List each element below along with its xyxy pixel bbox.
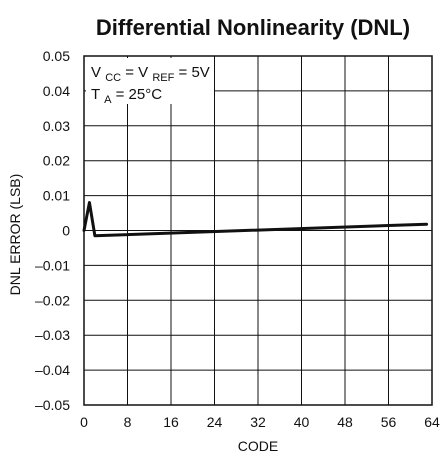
y-tick-label: 0.02 bbox=[43, 153, 70, 169]
y-tick-label: –0.05 bbox=[35, 397, 70, 413]
x-tick-label: 48 bbox=[337, 414, 353, 430]
y-tick-label: 0.04 bbox=[43, 83, 70, 99]
x-tick-label: 24 bbox=[207, 414, 223, 430]
condition-2-tail: = 25°C bbox=[116, 86, 163, 103]
y-tick-label: 0.01 bbox=[43, 188, 70, 204]
condition-1-tail: = 5V bbox=[179, 64, 210, 81]
x-tick-label: 64 bbox=[424, 414, 440, 430]
condition-line-2: T A = 25°C bbox=[91, 86, 162, 107]
x-tick-label: 56 bbox=[381, 414, 397, 430]
condition-1-cc: CC bbox=[105, 72, 121, 84]
y-tick-label: –0.04 bbox=[35, 362, 70, 378]
y-tick-label: 0.03 bbox=[43, 118, 70, 134]
condition-2-a: A bbox=[104, 94, 112, 106]
x-tick-label: 32 bbox=[250, 414, 266, 430]
chart-title: Differential Nonlinearity (DNL) bbox=[96, 15, 410, 40]
x-axis-label: CODE bbox=[238, 438, 278, 454]
gridlines bbox=[84, 56, 432, 405]
y-tick-label: –0.02 bbox=[35, 292, 70, 308]
y-tick-label: 0 bbox=[62, 223, 70, 239]
condition-1-mid: = V bbox=[125, 64, 148, 81]
y-tick-label: –0.01 bbox=[35, 257, 70, 273]
series-group bbox=[82, 201, 429, 238]
dnl-series-line bbox=[82, 201, 429, 238]
condition-2-t: T bbox=[91, 86, 100, 103]
annotation-background bbox=[86, 58, 214, 104]
condition-1-ref: REF bbox=[152, 72, 174, 84]
y-axis-label: DNL ERROR (LSB) bbox=[7, 174, 23, 296]
y-tick-label: 0.05 bbox=[43, 48, 70, 64]
x-tick-label: 16 bbox=[163, 414, 179, 430]
x-tick-label: 40 bbox=[294, 414, 310, 430]
axis-ticks: 0 8 16 24 32 40 48 56 64 0.05 0.04 0.03 0.02 0.01 0 –0.… bbox=[35, 48, 440, 430]
x-tick-label: 0 bbox=[80, 414, 88, 430]
condition-line-1: V CC = V REF = 5V bbox=[91, 64, 210, 85]
condition-1-v: V bbox=[91, 64, 101, 81]
plot-frame bbox=[83, 55, 433, 406]
x-tick-label: 8 bbox=[124, 414, 132, 430]
y-tick-label: –0.03 bbox=[35, 327, 70, 343]
